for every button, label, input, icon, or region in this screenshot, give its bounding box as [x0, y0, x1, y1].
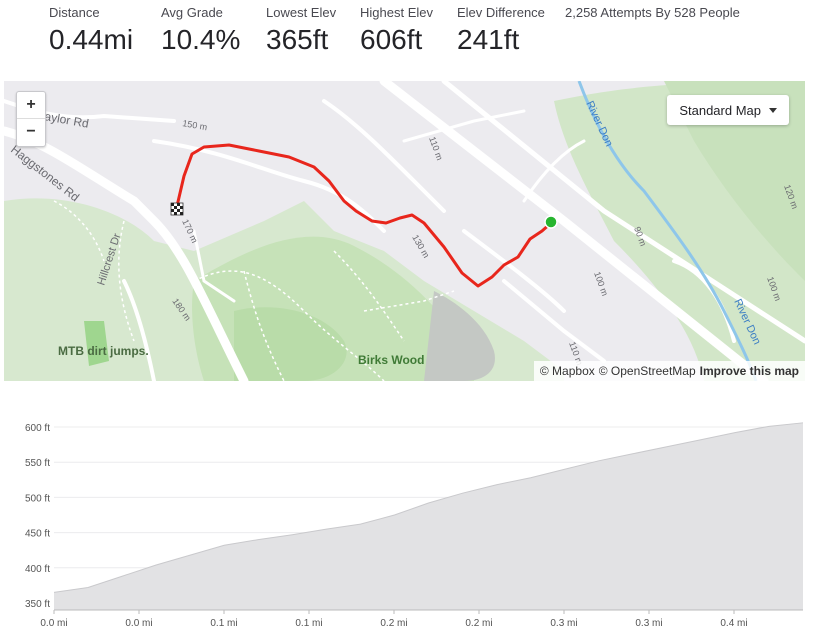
- x-tick-label: 0.4 mi: [720, 618, 747, 629]
- map-attribution: © Mapbox © OpenStreetMap Improve this ma…: [533, 361, 805, 381]
- segment-map[interactable]: aylor Rd Haggstones Rd Hillcrest Dr 150 …: [4, 81, 805, 381]
- map-footpaths: [53, 200, 455, 381]
- y-tick-label: 350 ft: [25, 599, 50, 610]
- x-tick-label: 0.1 mi: [210, 618, 237, 629]
- x-tick-label: 0.3 mi: [550, 618, 577, 629]
- stat-distance-value: 0.44mi: [49, 24, 134, 55]
- start-marker-icon: [544, 215, 558, 229]
- y-tick-label: 400 ft: [25, 564, 50, 575]
- attribution-mapbox-link[interactable]: © Mapbox: [539, 364, 595, 378]
- finish-flag-icon: [170, 202, 184, 216]
- y-tick-label: 450 ft: [25, 529, 50, 540]
- label-c130: 130 m: [410, 233, 431, 260]
- x-tick-label: 0.0 mi: [125, 618, 152, 629]
- improve-map-link[interactable]: Improve this map: [699, 364, 799, 378]
- label-c150: 150 m: [182, 118, 208, 132]
- y-tick-label: 600 ft: [25, 423, 50, 434]
- stat-avg-grade: Avg Grade 10.4%: [161, 5, 240, 56]
- stat-avg-grade-value: 10.4%: [161, 24, 241, 55]
- river-don: [577, 81, 758, 381]
- stat-elev-difference: Elev Difference 241ft: [457, 5, 545, 56]
- stat-highest-elev-label: Highest Elev: [360, 5, 433, 20]
- map-woodland: [4, 81, 805, 381]
- stat-distance: Distance 0.44mi: [49, 5, 133, 56]
- attempts-count: 2,258 Attempts By 528 People: [565, 5, 740, 20]
- label-c110a: 110 m: [427, 135, 445, 161]
- y-tick-label: 500 ft: [25, 493, 50, 504]
- label-mtb-dirt-jumps: MTB dirt jumps.: [58, 344, 149, 358]
- elevation-chart-svg[interactable]: 600 ft 550 ft 500 ft 450 ft 400 ft 350 ft 0.0 …: [0, 420, 814, 636]
- elevation-line: [53, 422, 804, 593]
- x-tick-label: 0.3 mi: [635, 618, 662, 629]
- stat-highest-elev-value: 606ft: [360, 24, 423, 55]
- label-birks-wood: Birks Wood: [358, 353, 424, 367]
- zoom-in-button[interactable]: +: [17, 92, 45, 119]
- x-tick-label: 0.1 mi: [295, 618, 322, 629]
- label-c100a: 100 m: [592, 270, 610, 297]
- elevation-area: [54, 422, 803, 610]
- segment-route[interactable]: [175, 143, 553, 288]
- stat-highest-elev: Highest Elev 606ft: [360, 5, 433, 56]
- stat-lowest-elev-label: Lowest Elev: [266, 5, 337, 20]
- stat-lowest-elev-value: 365ft: [266, 24, 329, 55]
- label-taylor-rd: aylor Rd: [43, 109, 89, 131]
- x-tick-label: 0.0 mi: [40, 618, 67, 629]
- y-tick-label: 550 ft: [25, 458, 50, 469]
- map-roads: [4, 81, 805, 381]
- zoom-out-button[interactable]: −: [26, 123, 36, 140]
- zoom-control: + −: [16, 91, 46, 147]
- x-tick-label: 0.2 mi: [380, 618, 407, 629]
- map-canvas[interactable]: aylor Rd Haggstones Rd Hillcrest Dr 150 …: [4, 81, 805, 381]
- stat-avg-grade-label: Avg Grade: [161, 5, 223, 20]
- stat-lowest-elev: Lowest Elev 365ft: [266, 5, 336, 56]
- attribution-osm-link[interactable]: © OpenStreetMap: [598, 364, 696, 378]
- stat-elev-difference-label: Elev Difference: [457, 5, 545, 20]
- map-type-dropdown[interactable]: Standard Map: [667, 95, 789, 125]
- x-tick-label: 0.2 mi: [465, 618, 492, 629]
- elevation-chart[interactable]: 600 ft 550 ft 500 ft 450 ft 400 ft 350 ft 0.0 …: [0, 420, 814, 636]
- caret-down-icon: [769, 107, 777, 113]
- label-c170: 170 m: [180, 218, 200, 245]
- stat-elev-difference-value: 241ft: [457, 24, 520, 55]
- segment-stats: Distance 0.44mi Avg Grade 10.4% Lowest E…: [0, 0, 814, 70]
- stat-distance-label: Distance: [49, 5, 100, 20]
- map-type-label: Standard Map: [679, 102, 761, 118]
